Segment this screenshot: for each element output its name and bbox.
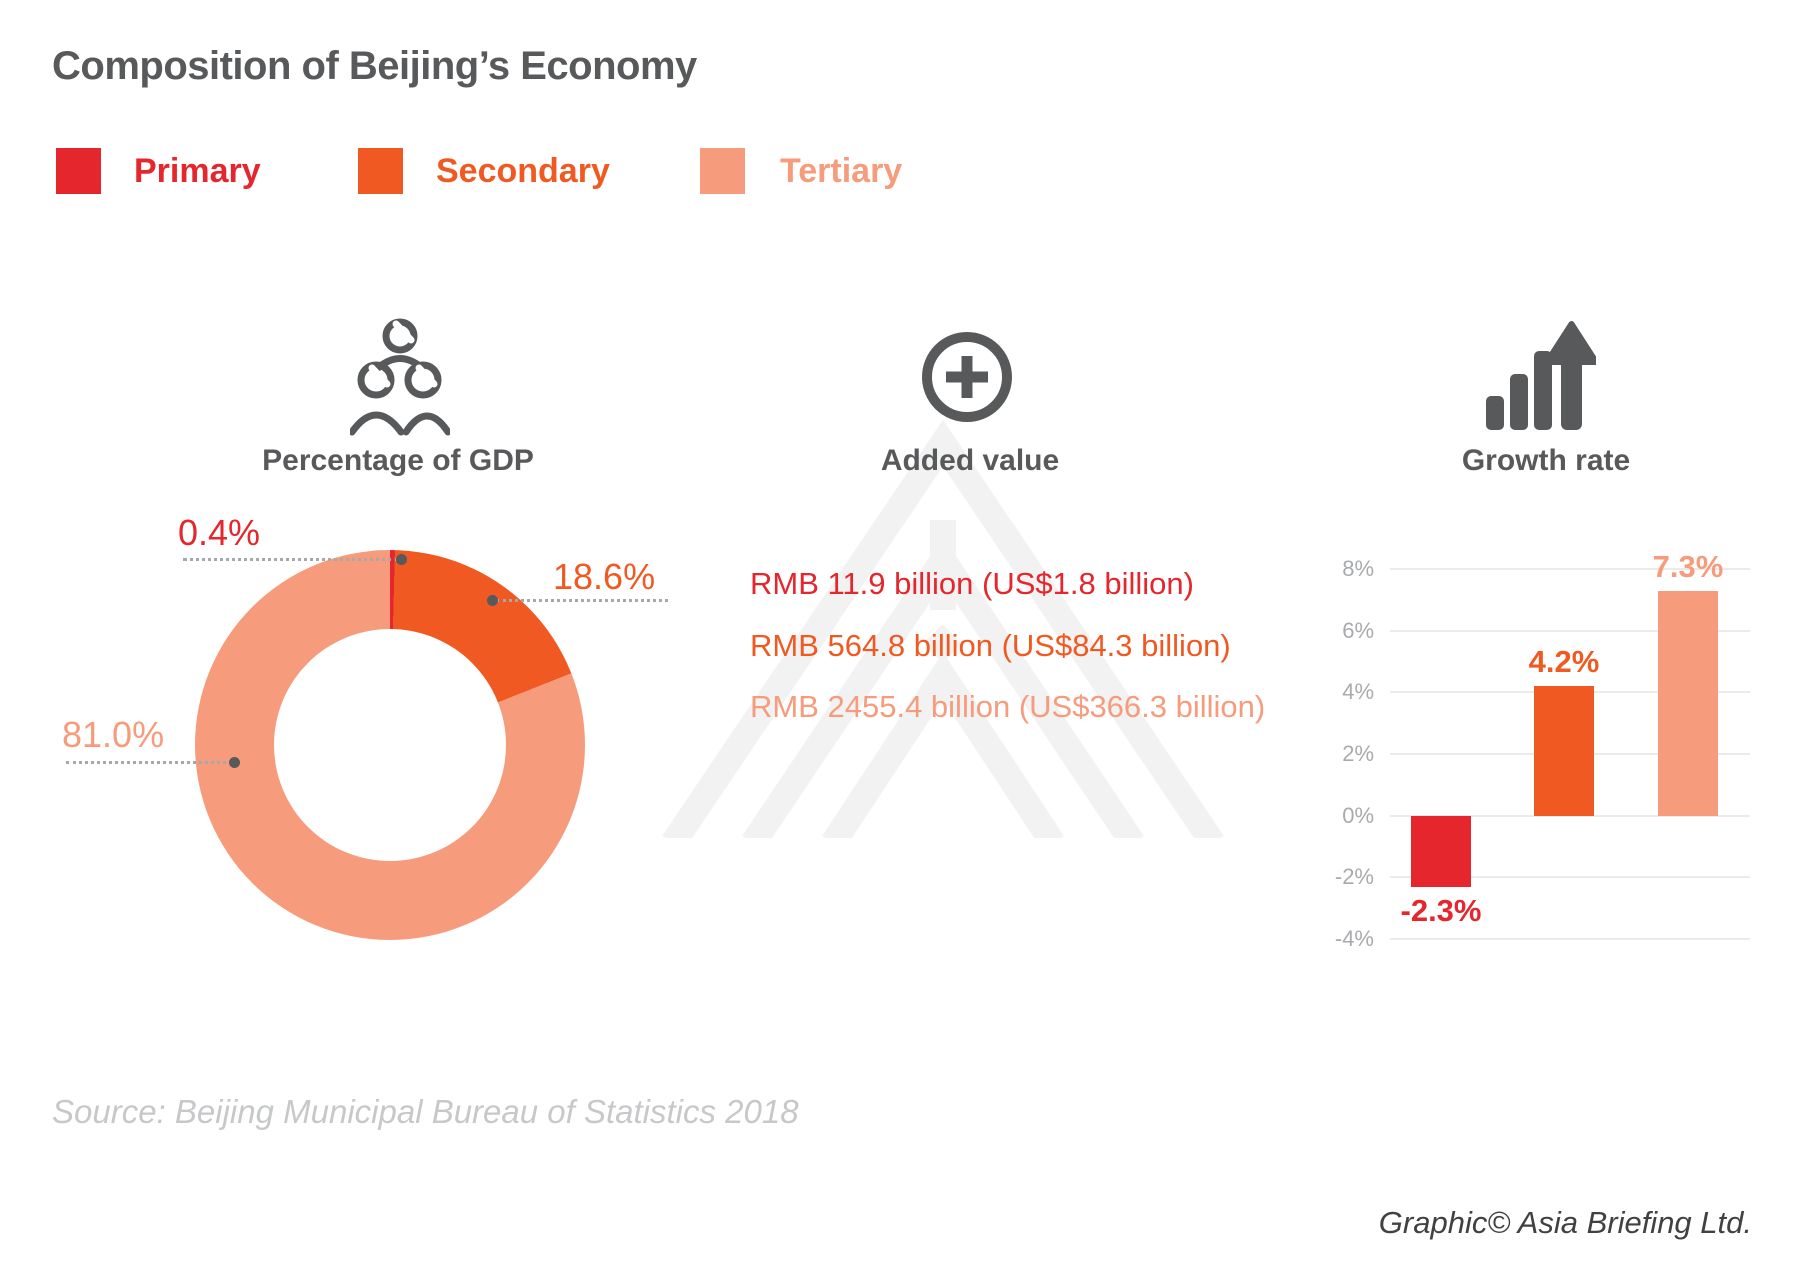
asia-briefing-watermark-logo (662, 419, 1224, 838)
leader-line-tertiary (66, 761, 232, 764)
donut-label-primary: 0.4% (178, 512, 261, 553)
gridline-0% (1390, 814, 1750, 817)
growth-rate-column-heading: Growth rate (1461, 444, 1631, 477)
legend-label-secondary: Secondary (436, 152, 610, 190)
growth-bar-chart: -2.3% 4.2% 7.3% (1390, 551, 1750, 940)
gdp-donut-chart (195, 550, 585, 940)
legend-swatch-tertiary (700, 148, 745, 194)
legend-swatch-primary (56, 148, 101, 194)
gridline-6% (1390, 629, 1750, 632)
gridline-8% (1390, 568, 1750, 570)
added-value-secondary: RMB 564.8 billion (US$84.3 billion) (750, 628, 1231, 663)
donut-hole (274, 629, 506, 861)
growth-bar-value-secondary: 4.2% (1528, 644, 1600, 680)
leader-line-secondary (496, 599, 668, 602)
graphic-credit: Graphic© Asia Briefing Ltd. (1378, 1205, 1752, 1240)
leader-dot-tertiary (229, 757, 240, 768)
gridline--2% (1390, 876, 1750, 879)
gdp-column-heading: Percentage of GDP (262, 444, 534, 477)
leader-dot-secondary (487, 595, 498, 606)
donut-label-secondary: 18.6% (553, 556, 656, 597)
page-title: Composition of Beijing’s Economy (52, 44, 697, 88)
y-tick-label: 6% (1342, 617, 1374, 643)
leader-dot-primary (396, 554, 407, 565)
leader-line-primary (183, 558, 399, 561)
legend-swatch-secondary (358, 148, 403, 194)
added-value-primary: RMB 11.9 billion (US$1.8 billion) (750, 566, 1194, 601)
donut-label-tertiary: 81.0% (62, 714, 165, 755)
y-tick-label: 2% (1342, 741, 1374, 766)
y-tick-label: 4% (1342, 679, 1374, 705)
legend-label-tertiary: Tertiary (780, 152, 903, 190)
added-value-column-heading: Added value (880, 444, 1060, 477)
growth-bar-value-tertiary: 7.3% (1652, 548, 1724, 584)
growth-bar-primary (1411, 815, 1471, 887)
plus-circle-icon (922, 332, 1012, 422)
growth-bar-value-primary: -2.3% (1400, 892, 1482, 928)
source-note: Source: Beijing Municipal Bureau of Stat… (52, 1093, 799, 1130)
added-value-tertiary: RMB 2455.4 billion (US$366.3 billion) (750, 689, 1266, 724)
growth-bar-tertiary (1658, 590, 1718, 816)
growth-chart-y-axis: 8% 6% 4% 2% 0% -2% -4% (1308, 556, 1374, 951)
rising-bars-arrow-icon (1486, 321, 1596, 430)
legend-label-primary: Primary (134, 152, 261, 190)
y-tick-label: 0% (1342, 802, 1374, 828)
y-tick-label: 8% (1342, 556, 1374, 581)
y-tick-label: -2% (1334, 864, 1374, 890)
gridline--4% (1390, 938, 1750, 940)
growth-bar-secondary (1534, 686, 1594, 816)
people-group-icon (350, 318, 450, 436)
y-tick-label: -4% (1334, 926, 1374, 951)
